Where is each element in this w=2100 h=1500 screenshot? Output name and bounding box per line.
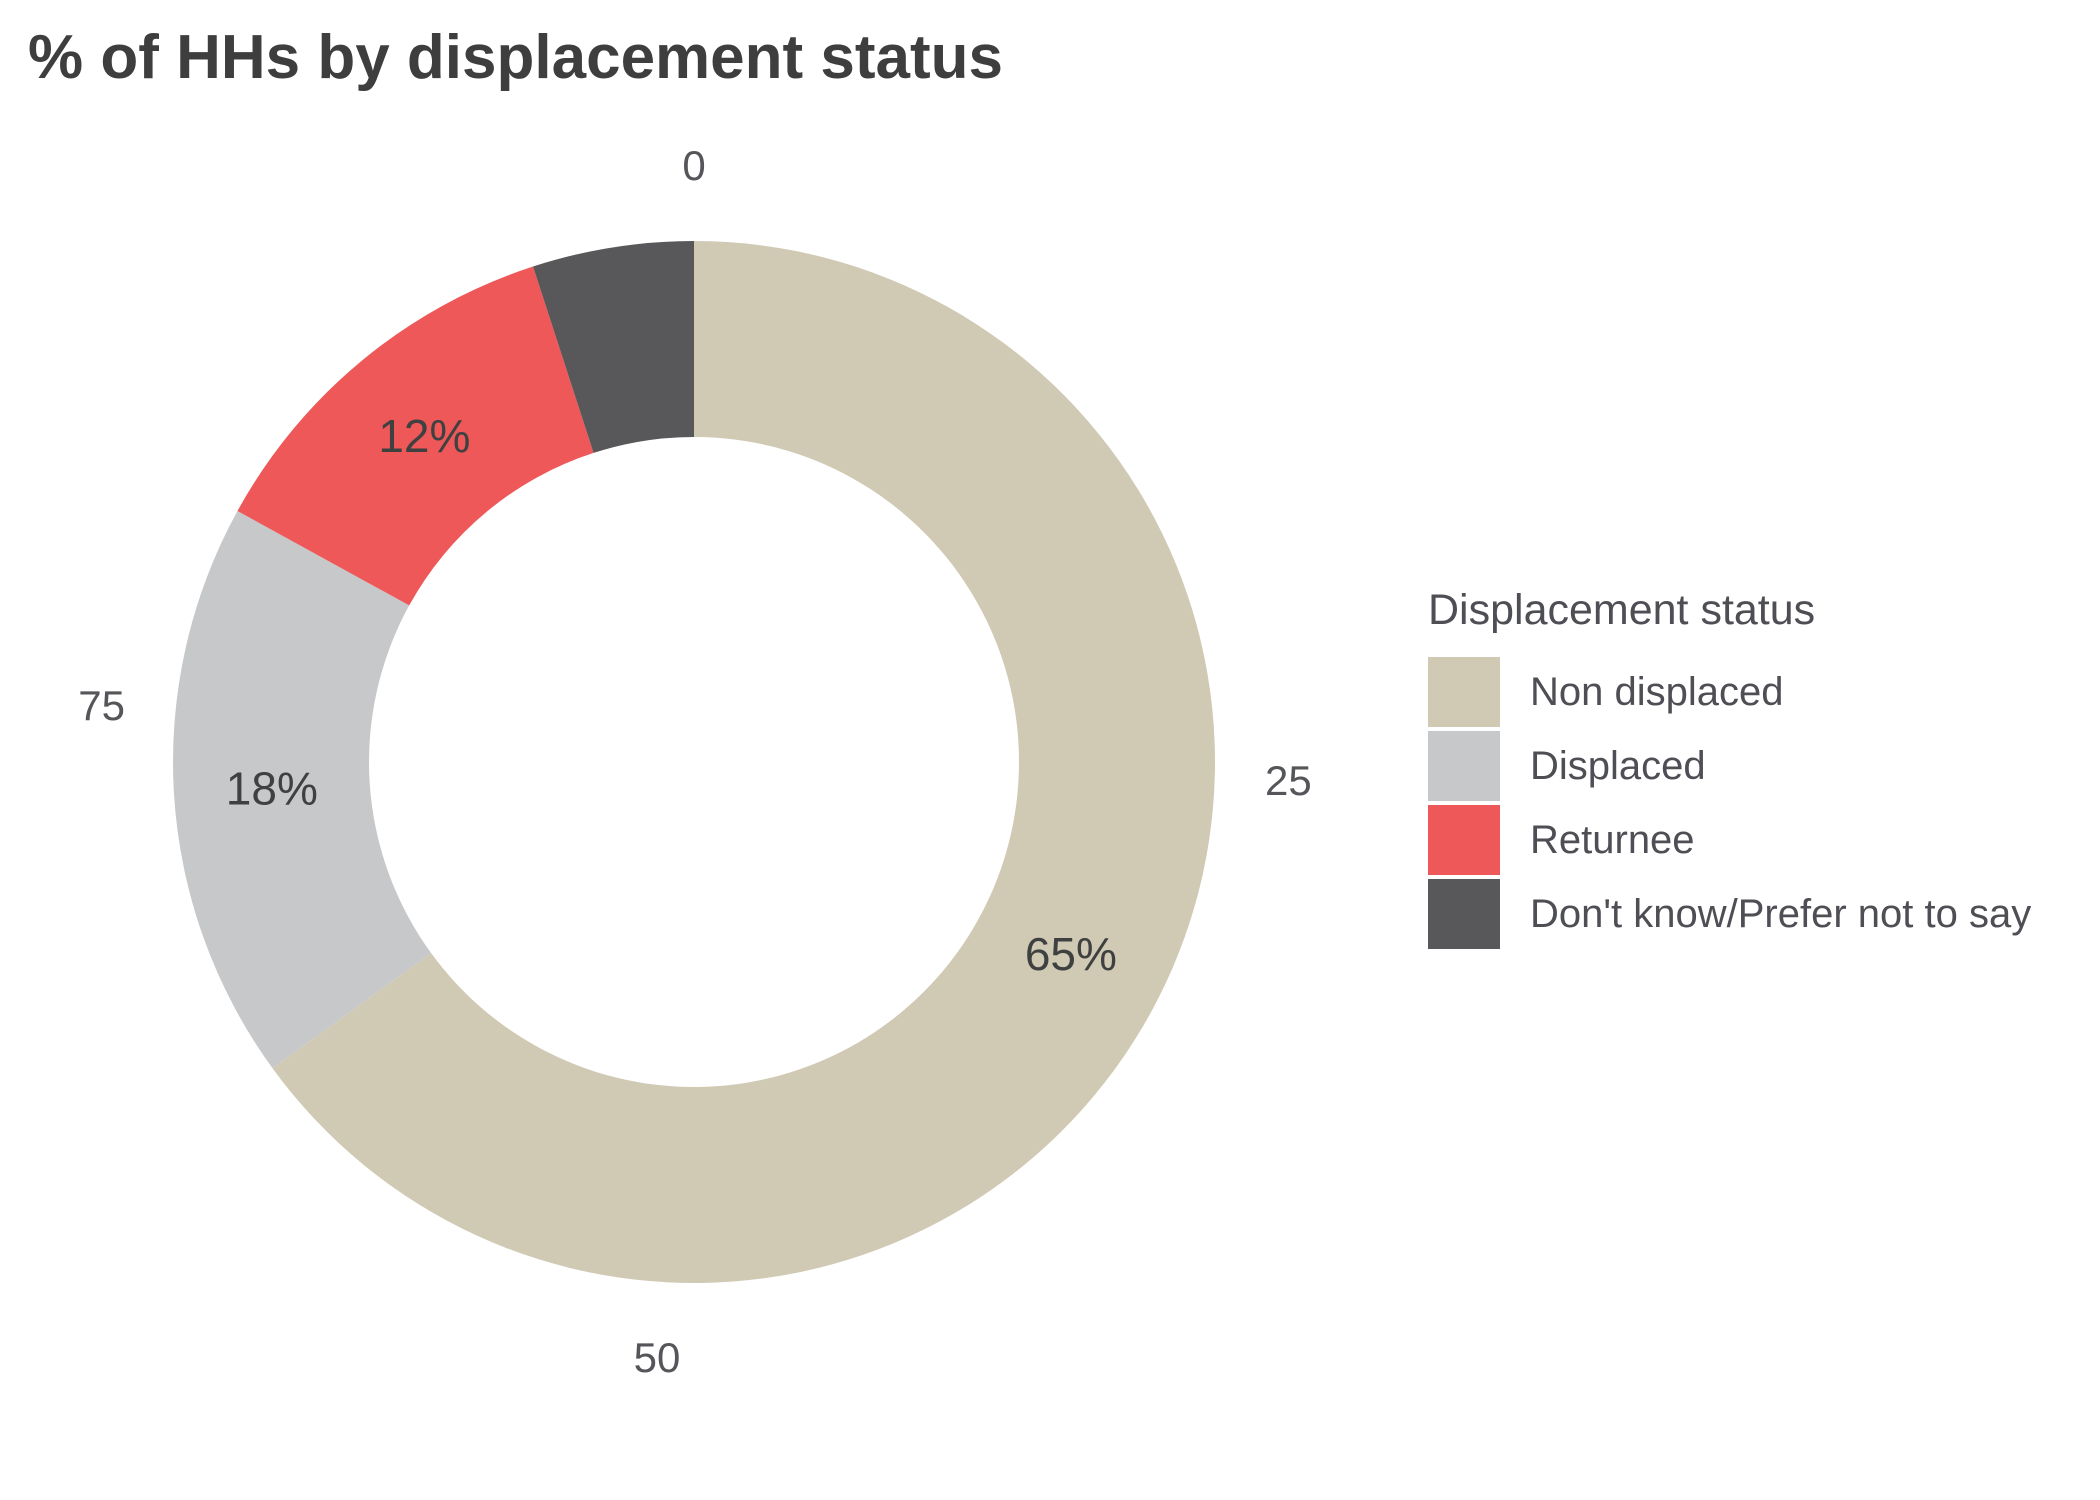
slice-label: 18%	[226, 763, 318, 815]
axis-tick-label: 75	[78, 682, 125, 729]
legend-item: Returnee	[1428, 805, 2031, 875]
axis-tick-label: 50	[634, 1334, 681, 1381]
donut-slice	[172, 511, 432, 1069]
legend-swatch	[1428, 657, 1500, 727]
legend-label: Displaced	[1530, 743, 1706, 788]
donut-slice	[533, 241, 694, 453]
slice-label: 12%	[378, 410, 470, 462]
donut-slice	[237, 266, 594, 606]
legend-items: Non displaced Displaced Returnee Don't know…	[1428, 657, 2031, 949]
legend-label: Returnee	[1530, 817, 1695, 862]
legend-item: Displaced	[1428, 731, 2031, 801]
legend-title: Displacement status	[1428, 586, 1816, 634]
slice-label: 65%	[1025, 928, 1117, 980]
page-title: % of HHs by displacement status	[28, 23, 1004, 92]
legend-swatch	[1428, 731, 1500, 801]
legend-swatch	[1428, 805, 1500, 875]
legend-label: Don't know/Prefer not to say	[1530, 891, 2032, 936]
axis-tick-label: 0	[682, 142, 705, 189]
legend: Displacement status Non displaced Displac…	[1428, 586, 2031, 953]
legend-item: Non displaced	[1428, 657, 2031, 727]
legend-swatch	[1428, 879, 1500, 949]
legend-item: Don't know/Prefer not to say	[1428, 879, 2031, 949]
legend-label: Non displaced	[1530, 669, 1784, 714]
axis-tick-label: 25	[1265, 757, 1312, 804]
donut-slice	[272, 241, 1215, 1283]
